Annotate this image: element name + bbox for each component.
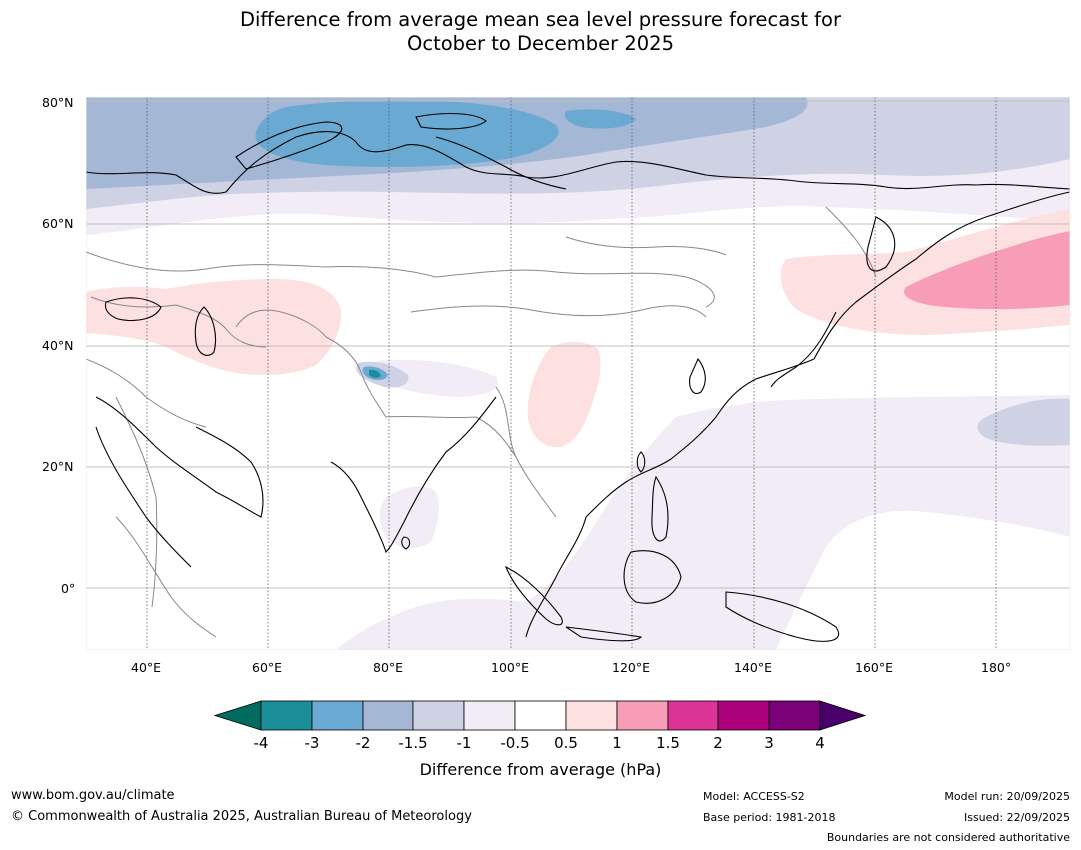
coastline-borneo xyxy=(623,550,682,604)
coastline-taiwan xyxy=(636,451,646,473)
model-name: Model: ACCESS-S2 xyxy=(703,790,805,803)
colorbar-bin xyxy=(565,700,618,731)
colorbar-bin xyxy=(616,700,669,731)
anomaly-neg-0.5-1-tibet xyxy=(368,359,498,397)
lon-label-100e: 100°E xyxy=(491,660,530,675)
base-period: Base period: 1981-2018 xyxy=(703,811,836,824)
anomaly-neg-3-4-tibet xyxy=(369,369,381,378)
lon-label-60e: 60°E xyxy=(252,660,283,675)
lat-label-40n: 40°N xyxy=(42,338,74,353)
anomaly-neg-2-3-small xyxy=(564,109,636,129)
colorbar-tick: -3 xyxy=(304,734,320,752)
model-run-date: Model run: 20/09/2025 xyxy=(944,790,1070,803)
copyright-text: © Commonwealth of Australia 2025, Austra… xyxy=(11,809,472,824)
coastline-philippines xyxy=(651,475,669,542)
coastline-pacific-north xyxy=(813,191,1070,360)
colorbar-bin xyxy=(260,700,313,731)
coastline-indochina xyxy=(525,516,587,638)
title-line-1: Difference from average mean sea level p… xyxy=(240,8,841,31)
anomaly-neg-2-3-band xyxy=(255,100,559,167)
lat-label-20n: 20°N xyxy=(42,459,74,474)
anomaly-neg-0.5-1-india xyxy=(380,486,439,549)
coastline-kamchatka xyxy=(866,216,896,272)
coastline-kara-east xyxy=(435,136,567,190)
coastline-red-sea xyxy=(95,426,192,568)
colorbar xyxy=(214,700,866,731)
colorbar-tick: 1.5 xyxy=(656,734,680,752)
anomaly-neg-1-1.5-pacific xyxy=(977,398,1070,446)
website-link[interactable]: www.bom.gov.au/climate xyxy=(11,788,175,803)
coastline-black-sea xyxy=(104,297,162,322)
anomaly-neg-0.5-1-pacific xyxy=(336,395,1070,650)
colorbar-tick: -2 xyxy=(355,734,371,752)
lon-label-120e: 120°E xyxy=(612,660,651,675)
colorbar-tick: 0.5 xyxy=(554,734,578,752)
coastline-sumatra xyxy=(504,565,563,626)
coastline-sri-lanka xyxy=(401,536,411,550)
coastline-java xyxy=(565,626,643,642)
colorbar-label: Difference from average (hPa) xyxy=(419,760,662,779)
coastline-india xyxy=(330,396,497,554)
colorbar-tick: 2 xyxy=(713,734,723,752)
latitude-gridlines xyxy=(86,100,1070,589)
coastline-new-guinea xyxy=(725,591,839,642)
pressure-anomaly-map[interactable] xyxy=(86,97,1070,650)
lon-label-180: 180° xyxy=(981,660,1012,675)
colorbar-bin xyxy=(362,700,414,731)
anomaly-pos-1-1.5-north-pacific xyxy=(904,231,1070,310)
coastline-japan xyxy=(770,311,837,388)
lat-label-0: 0° xyxy=(61,581,76,596)
coastline-arctic xyxy=(86,131,1070,194)
colorbar-bin xyxy=(717,700,770,731)
longitude-gridlines xyxy=(146,97,997,650)
colorbar-tick: -1.5 xyxy=(398,734,428,752)
coastlines xyxy=(86,113,1070,642)
colorbar-extend-high xyxy=(819,700,866,731)
lon-label-160e: 160°E xyxy=(855,660,894,675)
colorbar-tick: -0.5 xyxy=(500,734,530,752)
issued-date: Issued: 22/09/2025 xyxy=(963,811,1070,824)
coastline-arabia xyxy=(95,396,264,518)
colorbar-bin xyxy=(768,700,821,731)
lat-label-60n: 60°N xyxy=(42,216,74,231)
anomaly-fills xyxy=(86,97,1070,650)
lon-label-40e: 40°E xyxy=(131,660,162,675)
colorbar-bin xyxy=(463,700,516,731)
colorbar-tick: 3 xyxy=(764,734,774,752)
colorbar-bin xyxy=(667,700,719,731)
colorbar-tick: 1 xyxy=(612,734,622,752)
colorbar-tick: -1 xyxy=(456,734,472,752)
colorbar-tick: -4 xyxy=(253,734,269,752)
anomaly-pos-0.5-1-china xyxy=(527,341,601,448)
country-boundaries xyxy=(86,206,877,638)
coastline-east-asia xyxy=(585,358,815,518)
coastline-korea xyxy=(689,357,706,395)
coastline-severnaya xyxy=(415,113,487,130)
colorbar-extend-low xyxy=(214,700,262,731)
colorbar-tick: 4 xyxy=(815,734,825,752)
colorbar-bin xyxy=(412,700,465,731)
chart-title: Difference from average mean sea level p… xyxy=(0,8,1081,56)
lon-label-80e: 80°E xyxy=(373,660,404,675)
lat-label-80n: 80°N xyxy=(42,95,74,110)
colorbar-bin xyxy=(311,700,364,731)
colorbar-bin xyxy=(514,700,567,731)
boundaries-disclaimer: Boundaries are not considered authoritat… xyxy=(826,831,1070,844)
coastline-caspian xyxy=(194,306,217,356)
coastline-novaya-zemlya xyxy=(235,121,343,170)
lon-label-140e: 140°E xyxy=(734,660,773,675)
title-line-2: October to December 2025 xyxy=(407,32,674,55)
